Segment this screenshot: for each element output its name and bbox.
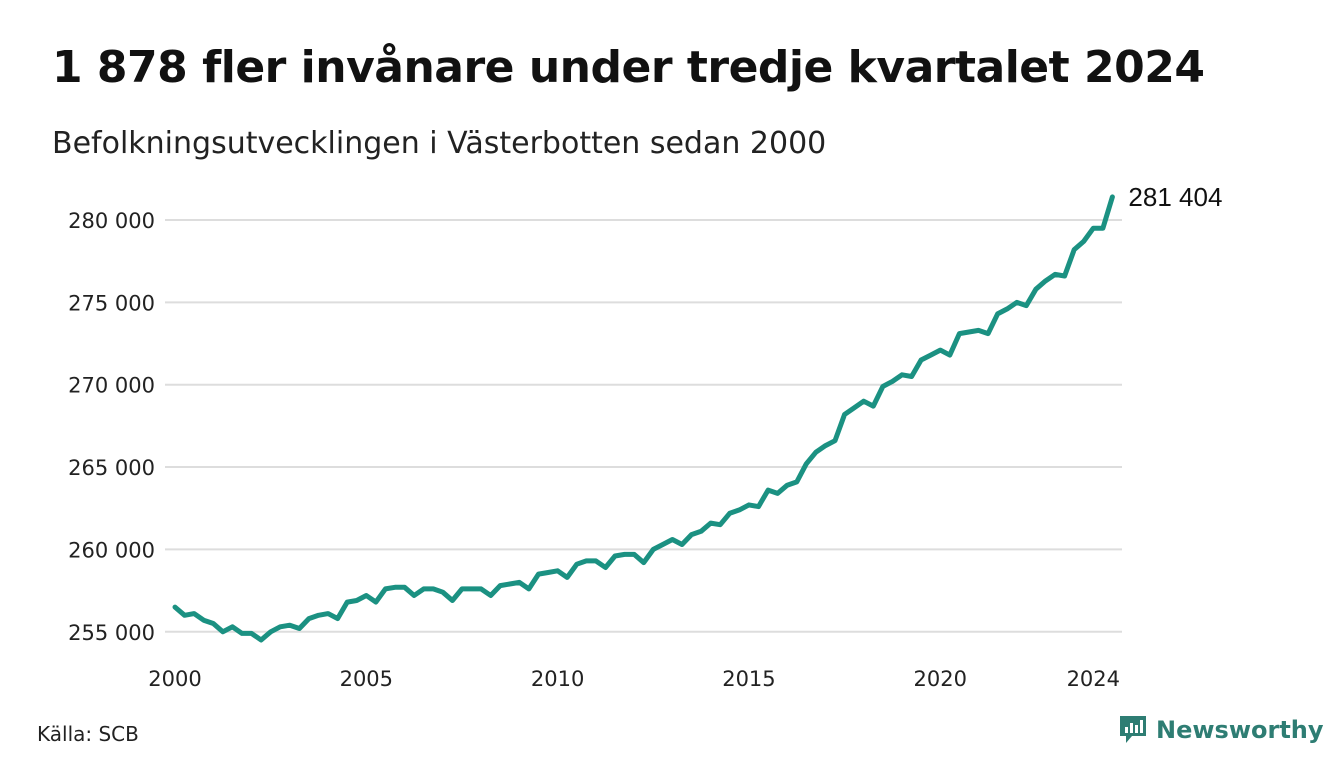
chart-subtitle: Befolkningsutvecklingen i Västerbotten s…	[52, 126, 827, 161]
y-tick-label: 265 000	[68, 456, 155, 480]
x-axis: 2000 2005 2010 2015 2020 2024	[148, 667, 1120, 691]
y-tick-label: 280 000	[68, 209, 155, 233]
newsworthy-chart-logo-icon	[1120, 716, 1146, 743]
x-tick-label: 2024	[1067, 667, 1120, 691]
y-tick-label: 255 000	[68, 621, 155, 645]
x-tick-label: 2010	[531, 667, 584, 691]
y-tick-label: 260 000	[68, 538, 155, 562]
x-tick-label: 2015	[722, 667, 775, 691]
y-tick-label: 270 000	[68, 374, 155, 398]
x-tick-label: 2005	[340, 667, 393, 691]
grid-lines	[165, 219, 1122, 633]
series-layer	[172, 194, 1115, 643]
y-axis: 255 000 260 000 265 000 270 000 275 000 280 0…	[68, 209, 155, 645]
brand-logo: Newsworthy	[1118, 714, 1324, 746]
end-value-label: 281 404	[1128, 182, 1222, 212]
y-tick-label: 275 000	[68, 291, 155, 315]
brand-name: Newsworthy	[1156, 716, 1324, 744]
x-tick-label: 2020	[914, 667, 967, 691]
x-tick-label: 2000	[148, 667, 201, 691]
series-line	[172, 194, 1115, 643]
source-note: Källa: SCB	[37, 722, 139, 746]
chart-title: 1 878 fler invånare under tredje kvartal…	[52, 42, 1205, 93]
